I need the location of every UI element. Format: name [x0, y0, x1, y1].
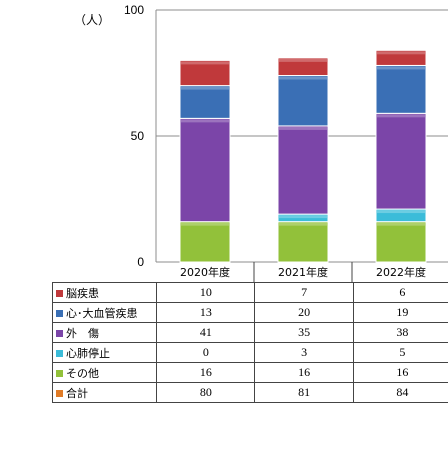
plot-area: 0 50 100 2020年度 2021年度 2022年度	[124, 3, 448, 282]
bar-segment	[375, 49, 427, 66]
bar-segment	[277, 125, 329, 215]
bar-segment-highlight	[377, 114, 425, 118]
bar-segment	[277, 57, 329, 77]
series-label-cell: 合計	[51, 382, 158, 403]
y-tick-label: 50	[131, 129, 145, 143]
y-tick-label: 100	[124, 3, 144, 17]
bar-segment-highlight	[279, 215, 327, 219]
bar-segment-highlight	[181, 61, 229, 65]
bar-segment	[375, 64, 427, 114]
value-cell: 20	[254, 302, 354, 323]
series-label-cell: 脳疾患	[51, 282, 158, 303]
series-label: 外 傷	[66, 326, 99, 340]
y-axis-unit-label: （人）	[74, 13, 110, 27]
value-cell: 81	[254, 382, 354, 403]
table-row: 脳疾患 10 7 6	[51, 282, 448, 303]
bar-segment	[277, 221, 329, 263]
bar-segment-highlight	[181, 222, 229, 226]
series-label: その他	[66, 366, 99, 380]
series-label: 合計	[66, 386, 88, 400]
bar-segment	[179, 59, 231, 87]
value-cell: 19	[352, 302, 448, 323]
value-cell: 10	[156, 282, 256, 303]
value-cell: 13	[156, 302, 256, 323]
x-category-label: 2022年度	[376, 265, 426, 279]
series-label: 脳疾患	[66, 286, 99, 300]
legend-swatch	[56, 350, 63, 357]
legend-swatch	[56, 290, 63, 297]
y-tick-label: 0	[137, 255, 144, 269]
bar-segment	[179, 117, 231, 223]
legend-swatch	[56, 370, 63, 377]
bar-segment	[277, 75, 329, 127]
bar-segment-highlight	[279, 76, 327, 80]
table-row: その他 16 16 16	[51, 362, 448, 383]
bar-segment	[179, 85, 231, 119]
value-cell: 5	[352, 342, 448, 363]
bar-segment-highlight	[377, 222, 425, 226]
legend-swatch	[56, 390, 63, 397]
series-label-cell: 心肺停止	[51, 342, 158, 363]
bar-segment-highlight	[181, 86, 229, 90]
value-cell: 0	[156, 342, 256, 363]
value-cell: 38	[352, 322, 448, 343]
series-label-cell: 心･大血管疾患	[51, 302, 158, 323]
series-label: 心肺停止	[66, 346, 110, 360]
bar-segment-highlight	[377, 51, 425, 55]
bar-segment-highlight	[377, 66, 425, 70]
bar-segment	[375, 221, 427, 263]
value-cell: 3	[254, 342, 354, 363]
value-cell: 80	[156, 382, 256, 403]
bar-segment-highlight	[279, 222, 327, 226]
data-table: 脳疾患 10 7 6 心･大血管疾患 13 20 19 外 傷 41 35 38 心肺停止 0 3 5 その他 1…	[51, 282, 448, 403]
legend-swatch	[56, 310, 63, 317]
bar-segment-highlight	[279, 126, 327, 130]
value-cell: 7	[254, 282, 354, 303]
value-cell: 16	[352, 362, 448, 383]
bar-segment-highlight	[181, 119, 229, 123]
table-row: 心･大血管疾患 13 20 19	[51, 302, 448, 323]
series-label-cell: その他	[51, 362, 158, 383]
value-cell: 35	[254, 322, 354, 343]
table-row: 合計 80 81 84	[51, 382, 448, 403]
stacked-bar-chart: （人） 0 50 100 2020年度 2021年度 2022年度	[74, 3, 448, 282]
value-cell: 6	[352, 282, 448, 303]
x-category-label: 2020年度	[180, 265, 230, 279]
value-cell: 16	[156, 362, 256, 383]
bar-segment	[375, 112, 427, 210]
table-row: 外 傷 41 35 38	[51, 322, 448, 343]
value-cell: 41	[156, 322, 256, 343]
bar-segment	[179, 221, 231, 263]
bar-segment-highlight	[377, 210, 425, 214]
series-label: 心･大血管疾患	[66, 306, 138, 320]
series-label-cell: 外 傷	[51, 322, 158, 343]
table-row: 心肺停止 0 3 5	[51, 342, 448, 363]
legend-swatch	[56, 330, 63, 337]
value-cell: 84	[352, 382, 448, 403]
bar-segment-highlight	[279, 58, 327, 62]
value-cell: 16	[254, 362, 354, 383]
x-category-label: 2021年度	[278, 265, 328, 279]
